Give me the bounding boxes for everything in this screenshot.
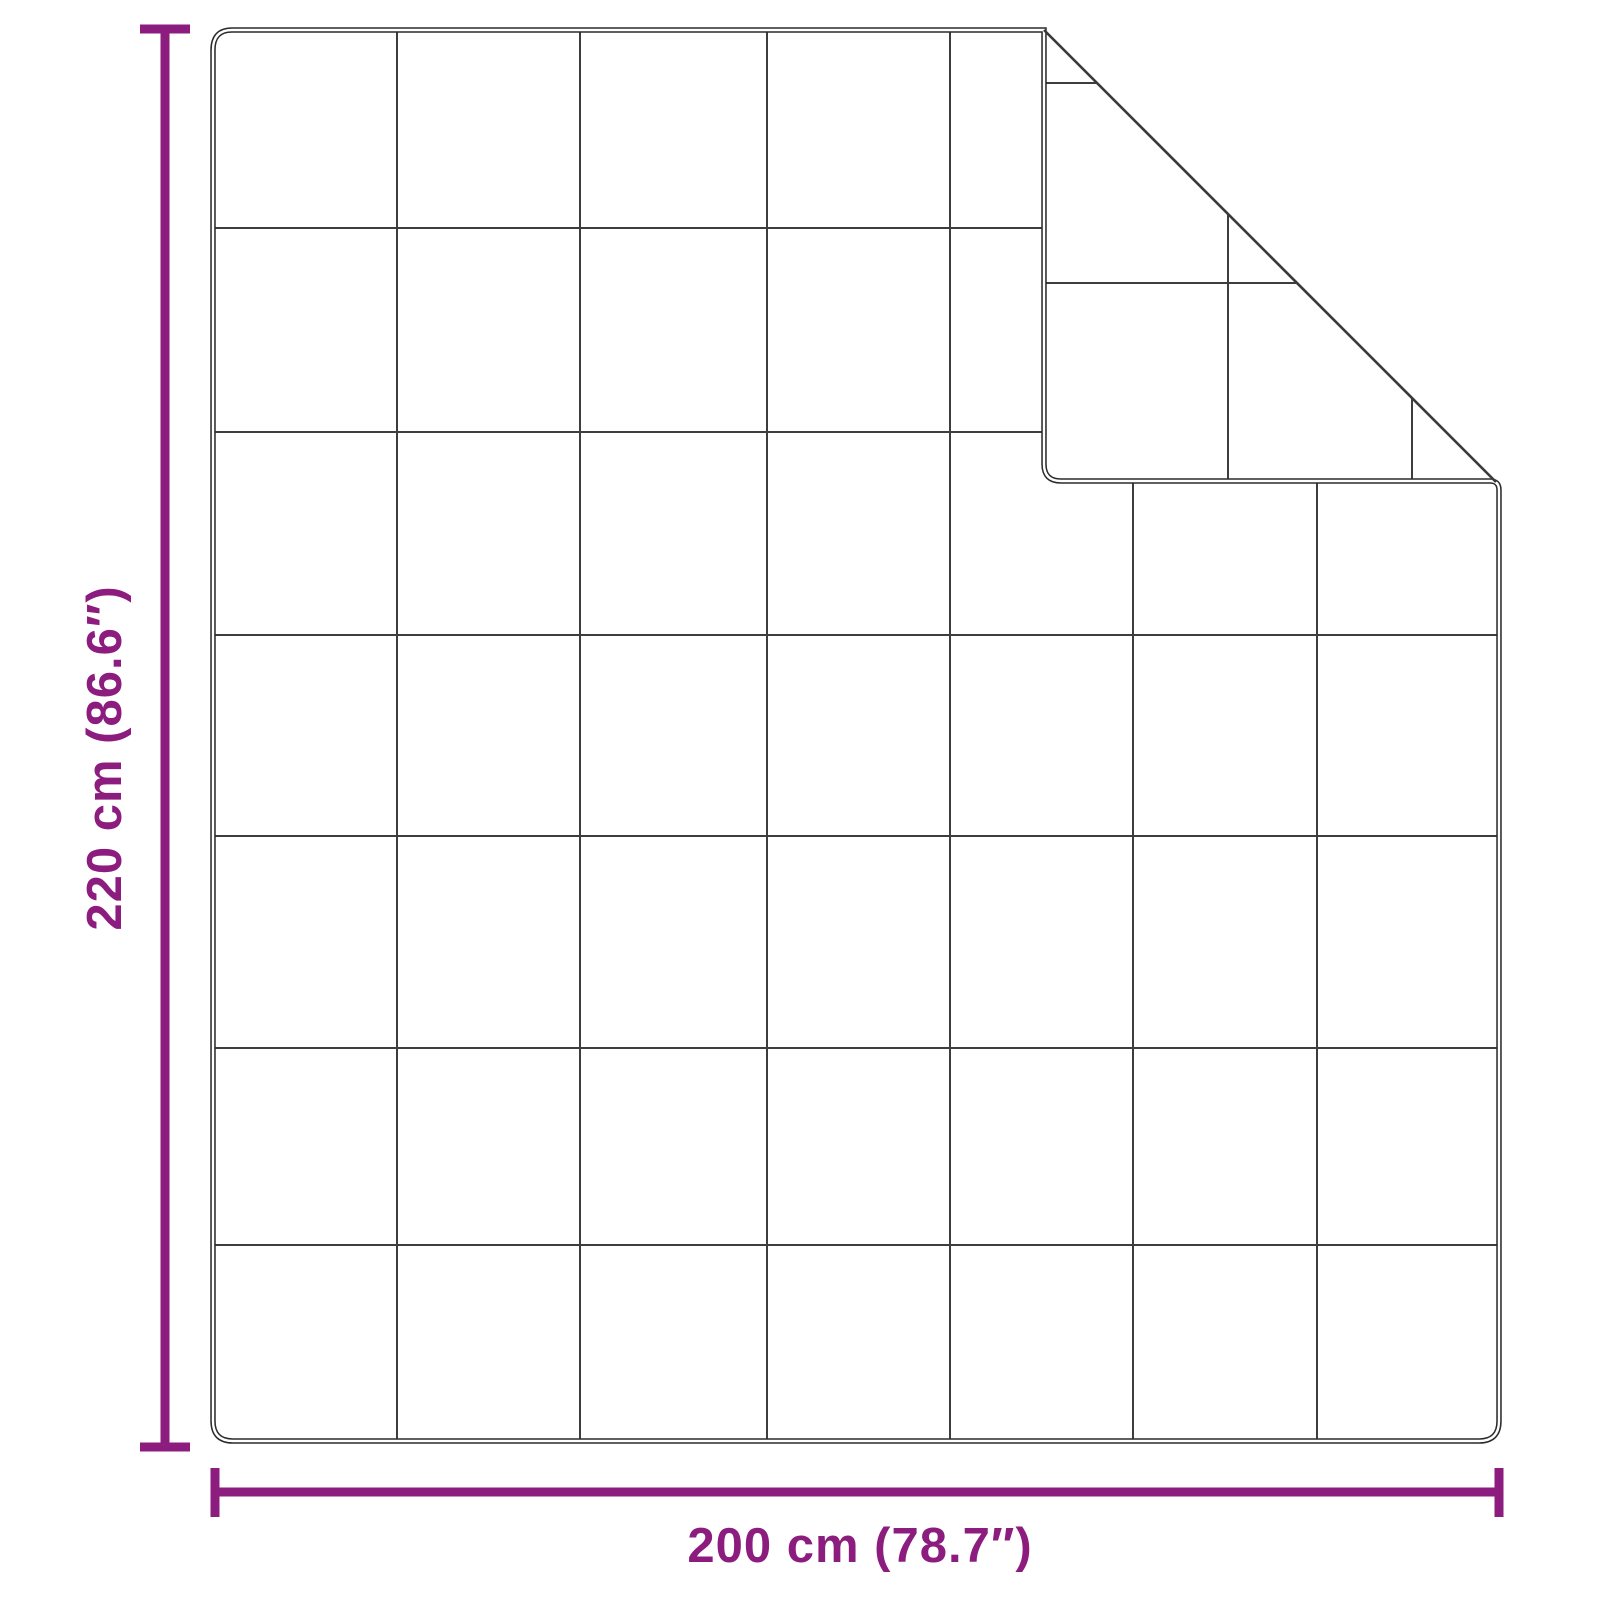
vertical-dimension: 220 cm (86.6″) xyxy=(78,24,190,1452)
width-dimension-label: 200 cm (78.7″) xyxy=(687,1519,1032,1573)
fold-crease xyxy=(1043,29,1497,483)
height-dimension-label: 220 cm (86.6″) xyxy=(78,585,132,930)
blanket-edge-binding-inner xyxy=(211,28,1501,1443)
quilt-grid-lines xyxy=(215,32,1497,1439)
blanket-edge-binding-outer xyxy=(210,27,1502,1444)
fold-flap-grid-lines xyxy=(1046,82,1413,479)
blanket-outline xyxy=(210,27,1502,1444)
horizontal-dimension: 200 cm (78.7″) xyxy=(210,1468,1504,1573)
